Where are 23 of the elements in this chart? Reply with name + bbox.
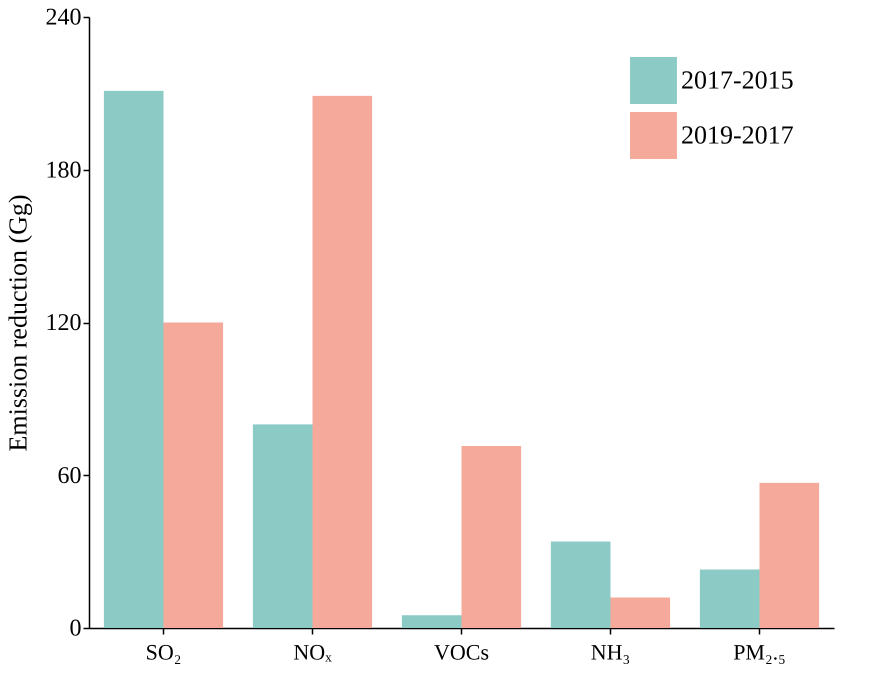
x-tick-label: NH₃ bbox=[590, 640, 630, 664]
legend-label: 2019-2017 bbox=[681, 120, 794, 150]
bar bbox=[610, 597, 670, 628]
legend-label: 2017-2015 bbox=[681, 66, 794, 94]
bar bbox=[462, 446, 522, 628]
y-tick-label: 120 bbox=[46, 310, 82, 336]
bar bbox=[252, 424, 312, 628]
bar bbox=[402, 615, 462, 628]
bar bbox=[700, 569, 760, 628]
bar bbox=[164, 322, 224, 628]
y-tick-label: 240 bbox=[46, 4, 82, 30]
y-tick-label: 180 bbox=[46, 157, 82, 184]
bar bbox=[104, 90, 164, 628]
bar bbox=[550, 541, 610, 628]
y-tick-label: 0 bbox=[70, 616, 82, 642]
y-tick-label: 60 bbox=[58, 462, 82, 489]
bar bbox=[312, 96, 372, 628]
y-axis-title: Emission reduction (Gg) bbox=[4, 194, 32, 452]
x-tick-label: VOCs bbox=[434, 640, 490, 664]
x-tick-label: NOₓ bbox=[293, 640, 332, 664]
x-tick-label: SO₂ bbox=[146, 640, 182, 664]
bar bbox=[760, 482, 820, 628]
x-tick-label: PM₂.₅ bbox=[733, 640, 786, 664]
